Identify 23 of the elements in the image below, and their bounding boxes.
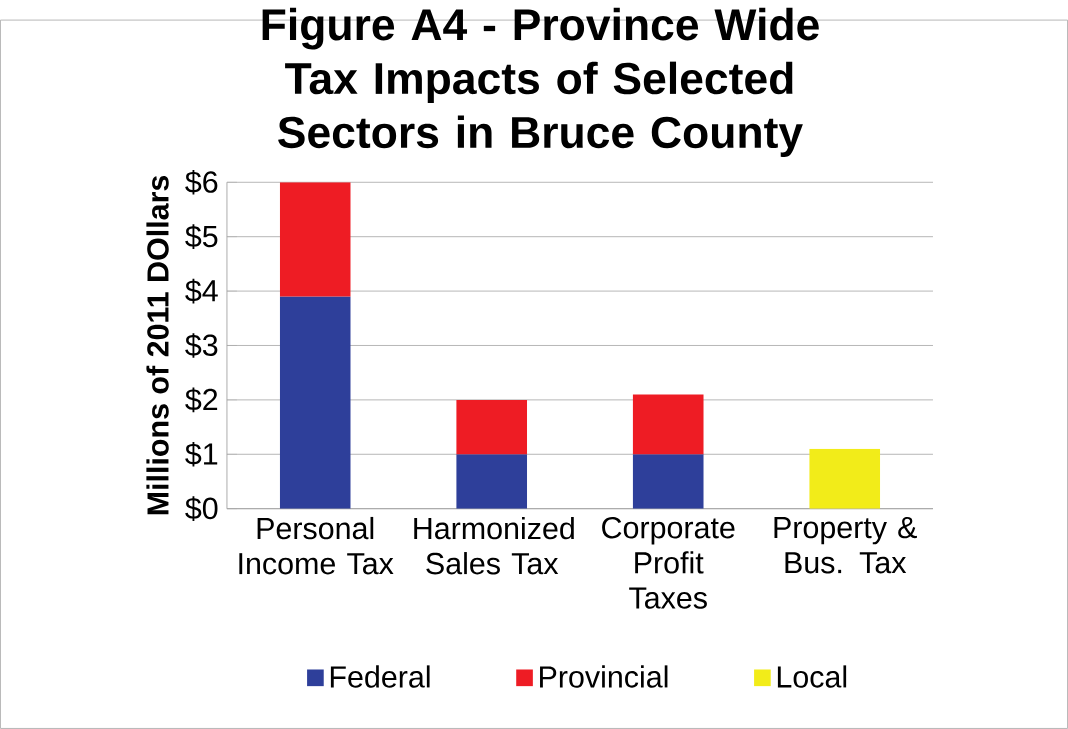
y-tick-label: $5	[185, 224, 218, 250]
x-tick-label: Corporate Profit Taxes	[602, 516, 735, 609]
x-tick-label: Personal Income Tax	[239, 516, 394, 575]
y-tick-label: $6	[185, 169, 218, 195]
bar	[632, 454, 704, 509]
y-tick-label: $0	[185, 496, 218, 521]
y-tick-label: $1	[185, 441, 218, 467]
bar	[456, 454, 528, 509]
x-tick-label: Harmonized Sales Tax	[414, 516, 574, 575]
x-tick-label: Property & Bus. Tax	[774, 516, 917, 574]
bar	[279, 182, 351, 297]
y-tick-label: $4	[185, 278, 218, 304]
bar	[809, 448, 881, 509]
legend-label: Federal	[330, 665, 430, 688]
bar	[279, 296, 351, 509]
y-tick-label: $2	[185, 387, 218, 413]
bar	[632, 394, 704, 455]
legend-label: Local	[777, 665, 847, 688]
y-axis-title: Millions of 2011 DOllars	[146, 175, 169, 515]
bar	[456, 399, 528, 455]
y-tick-label: $3	[185, 333, 218, 358]
legend-label: Provincial	[540, 665, 668, 688]
chart-title: Figure A4 - Province Wide Tax Impacts of Selected Sectors in Bruce County	[262, 7, 819, 157]
